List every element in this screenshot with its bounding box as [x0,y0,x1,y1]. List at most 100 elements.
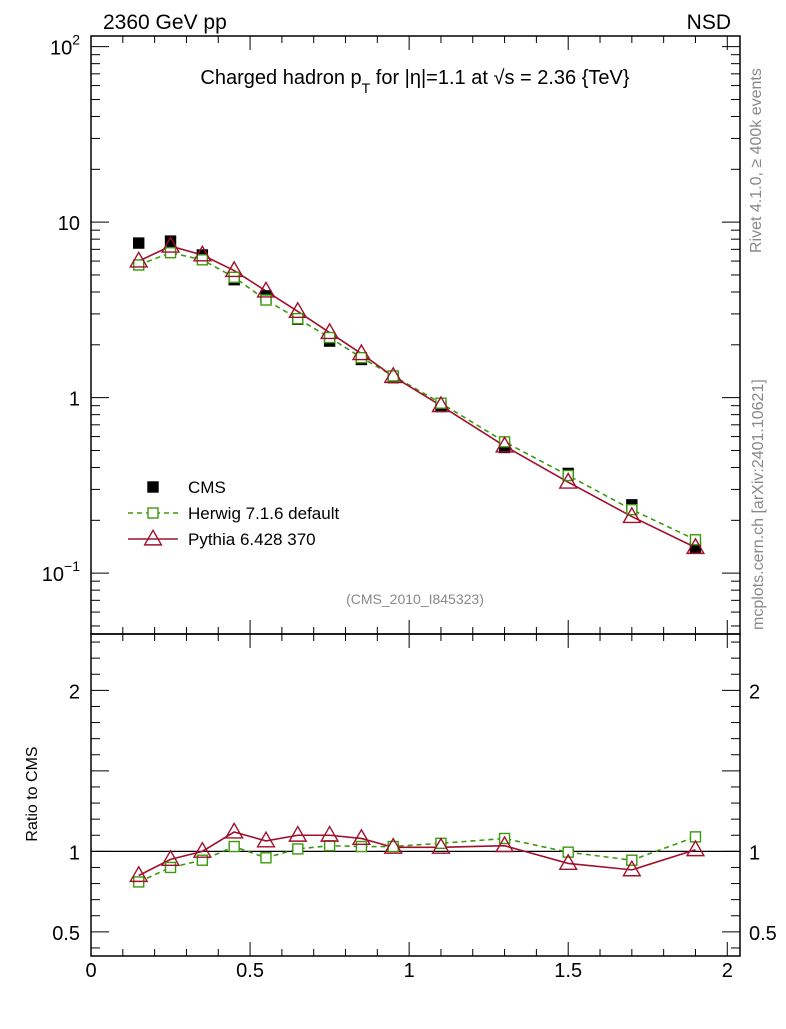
ratio-tick-labels: 2 21 10.5 0.50 0.5 1 1.5 2 [52,681,777,982]
ratio-herwig-point [292,843,304,855]
main-ytick-label: 10−1 [42,558,80,586]
header-right-label: NSD [687,11,731,34]
main-ticks [90,36,740,634]
ratio-pythia-point [192,841,212,858]
ratio-herwig-point [498,832,511,845]
main-ytick-base: 10 [50,38,72,60]
ratio-pythia-point [351,828,372,846]
ratio-pythia-point [383,837,403,854]
xtick-label: 2 [722,960,733,982]
xtick-label: 0 [85,960,96,982]
pythia-point [431,395,451,413]
ratio-pythia-point [558,853,578,871]
legend-pythia-marker [143,528,163,546]
xtick-label: 1 [404,960,415,982]
ratio-ticks [90,634,740,956]
ratio-herwig-point [164,861,177,874]
pythia-line [138,245,696,549]
pythia-point [192,244,212,262]
pythia-point [685,537,706,555]
xtick-label: 0.5 [236,960,264,982]
ratio-herwig-point [562,846,574,858]
xtick-label: 1.5 [554,960,582,982]
ratio-pythia-point [622,859,642,877]
herwig-point [323,331,336,344]
main-ytick-exp: −1 [64,558,80,574]
ratio-pythia-point [319,825,340,842]
ratio-series [129,821,706,888]
ratio-pythia-line [138,831,696,877]
main-title: Charged hadron pT for |η|=1.1 at √s = 2.… [200,67,629,96]
pythia-point [288,301,308,318]
cms-point [133,237,145,249]
herwig-point [196,254,209,266]
pythia-point [319,322,340,340]
main-ytick-exp: 2 [72,32,80,48]
analysis-id: (CMS_2010_I845323) [346,591,484,607]
pythia-point [494,435,515,453]
legend-label: CMS [188,478,226,497]
legend-label: Herwig 7.1.6 default [188,504,339,523]
title-mid: for |η|=1.1 at [370,67,493,89]
herwig-point [355,351,368,364]
title-sub: T [362,80,371,96]
legend-cms-marker [147,481,159,493]
title-pre: Charged hadron p [200,67,361,89]
ratio-ytick-label-right: 0.5 [749,923,777,945]
ratio-pythia-point [129,865,149,883]
ratio-ylabel: Ratio to CMS [24,746,41,841]
ratio-ytick-label-right: 1 [749,842,760,864]
ratio-herwig-point [387,840,399,853]
title-sqrt: √s [493,67,514,89]
ratio-herwig-point [228,840,240,853]
ratio-pythia-point [288,825,308,842]
ratio-pythia-point [224,821,244,839]
main-ytick-label: 10 [58,213,80,235]
ratio-ytick-label-right: 2 [749,681,760,703]
herwig-point [626,503,638,516]
herwig-point [562,469,574,482]
ratio-herwig-point [196,854,209,866]
pythia-point [224,260,244,278]
pythia-point [129,251,149,268]
herwig-point [133,259,145,271]
main-ytick-base: 1 [69,389,80,411]
ratio-herwig-point [355,840,368,853]
pythia-point [622,506,642,524]
ratio-pythia-point [431,837,451,854]
herwig-point [260,294,272,306]
ratio-ytick-label-left: 0.5 [52,923,80,945]
ratio-pythia-point [685,839,706,857]
main-ytick-base: 10 [42,564,64,586]
ratio-herwig-line [138,836,696,883]
pythia-point [256,280,276,298]
pythia-point [558,472,578,489]
legend-herwig-marker [147,507,159,519]
ratio-pythia-point [494,835,515,853]
legend-label: Pythia 6.428 370 [188,530,316,549]
herwig-point [292,312,304,325]
main-ytick-label: 102 [50,32,80,60]
main-ytick-base: 10 [58,213,80,235]
legend: CMS Herwig 7.1.6 default Pythia 6.428 370 [128,478,339,549]
ratio-pythia-point [256,830,276,848]
pythia-point [383,366,403,384]
ratio-herwig-point [323,840,336,852]
ratio-pythia-point [160,849,181,866]
herwig-point [387,370,399,382]
pythia-point [351,343,372,361]
rivet-label: Rivet 4.1.0, ≥ 400k events [748,68,765,253]
ratio-panel-frame [90,633,741,957]
ratio-herwig-point [260,852,272,864]
ratio-ytick-label-left: 2 [69,681,80,703]
main-series [129,235,706,555]
pythia-point [160,236,181,253]
title-post: = 2.36 {TeV} [514,67,629,89]
ratio-ytick-label-left: 1 [69,842,80,864]
main-ytick-label: 1 [69,389,80,411]
header-left-label: 2360 GeV pp [103,11,227,34]
herwig-point [228,271,240,283]
